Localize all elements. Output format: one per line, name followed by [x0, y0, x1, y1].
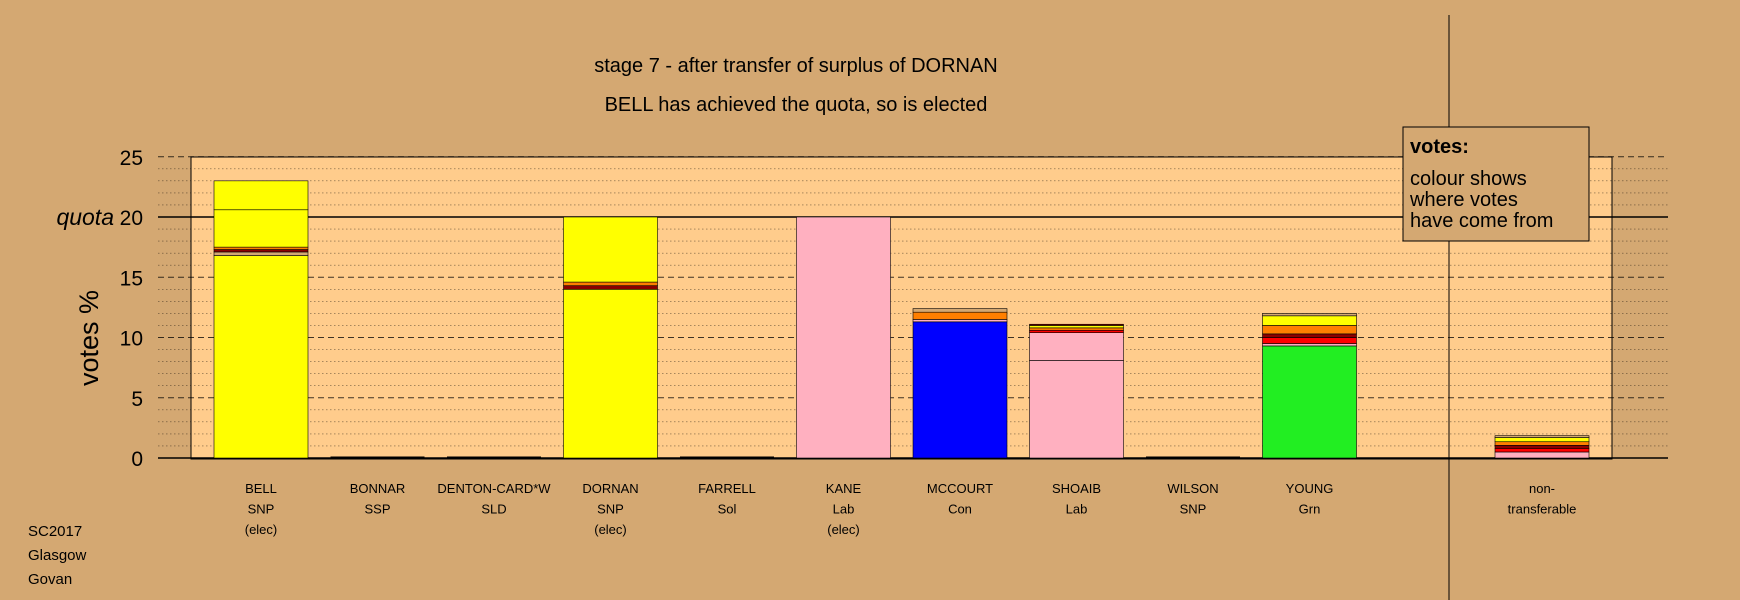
party-label: SSP [364, 502, 390, 517]
bar-segment [912, 308, 1008, 313]
bar-segment [1262, 337, 1357, 344]
plot-area [190, 156, 1613, 460]
bar-segment [912, 321, 1008, 459]
y-axis-label: votes % [74, 290, 104, 386]
bar-segment [912, 319, 1008, 323]
bar-segment [1262, 325, 1357, 335]
bar-segment [213, 246, 309, 250]
bar-segment [796, 216, 891, 459]
footer-line: SC2017 [28, 523, 82, 540]
nontransferable-label: non- [1529, 481, 1555, 496]
y-tick-label: 5 [131, 388, 143, 411]
bar-segment [1262, 313, 1357, 317]
candidate-name-label: YOUNG [1286, 481, 1334, 496]
candidate-name-label: DENTON-CARD*W [437, 481, 551, 496]
bar-segment [563, 281, 658, 286]
party-label: SNP [248, 502, 275, 517]
bar-segment [1029, 329, 1124, 333]
bar-segment [1262, 315, 1357, 326]
bar-segment [563, 285, 658, 290]
party-label: Lab [1066, 502, 1088, 517]
nontransferable-segment [1494, 437, 1590, 443]
party-label: SLD [481, 502, 506, 517]
bar-segment [1262, 345, 1357, 459]
bar-segment [563, 216, 658, 283]
candidate-name-label: WILSON [1167, 481, 1218, 496]
legend-box: votes: colour shows where votes have com… [1402, 126, 1590, 242]
party-label: Lab [833, 502, 855, 517]
bar-segment [912, 311, 1008, 320]
legend-line: colour shows [1410, 168, 1527, 190]
y-tick-label: 10 [120, 328, 143, 351]
bar-segment [213, 209, 309, 248]
bars [213, 180, 1590, 459]
nontransferable-segment [1494, 448, 1590, 453]
bar-segment [1029, 325, 1124, 329]
bar-segment [1029, 327, 1124, 331]
nontransferable-segment [1494, 451, 1590, 459]
candidate-name-label: MCCOURT [927, 481, 993, 496]
y-tick-label: 20 [120, 207, 143, 230]
footer-line: Govan [28, 571, 72, 588]
party-label: Sol [718, 502, 737, 517]
party-label: SNP [597, 502, 624, 517]
chart-title: stage 7 - after transfer of surplus of D… [594, 55, 998, 77]
x-axis-labels: BELL SNP (elec) BONNAR SSP DENTON-CARD*W SLD DO… [245, 481, 1577, 537]
candidate-name-label: DORNAN [582, 481, 638, 496]
candidate-name-label: BONNAR [350, 481, 406, 496]
party-label: Grn [1299, 502, 1321, 517]
bar-segment [563, 288, 658, 459]
bar-segment [213, 249, 309, 253]
bar-segment [1262, 343, 1357, 347]
legend-line: where votes [1409, 189, 1518, 211]
bar-segment [213, 251, 309, 256]
candidate-name-label: FARRELL [698, 481, 756, 496]
party-label: Con [948, 502, 972, 517]
elected-label: (elec) [245, 522, 278, 537]
nontransferable-segment [1494, 435, 1590, 438]
candidate-name-label: SHOAIB [1052, 481, 1101, 496]
nontransferable-segment [1494, 445, 1590, 449]
bar-segment [1029, 332, 1124, 361]
quota-label: quota [56, 204, 114, 230]
nontransferable-label: transferable [1508, 502, 1577, 517]
bar-segment [213, 180, 309, 211]
footer-line: Glasgow [28, 547, 87, 564]
y-tick-label: 15 [120, 267, 143, 290]
bar-segment [213, 255, 309, 459]
party-label: SNP [1180, 502, 1207, 517]
bar-segment [1029, 360, 1124, 459]
candidate-name-label: KANE [826, 481, 862, 496]
chart-subtitle: BELL has achieved the quota, so is elect… [605, 94, 988, 116]
elected-label: (elec) [827, 522, 860, 537]
candidate-name-label: BELL [245, 481, 277, 496]
y-tick-label: 0 [131, 448, 143, 471]
bar-segment [1029, 323, 1124, 326]
y-tick-label: 25 [120, 147, 143, 170]
legend-heading: votes: [1410, 136, 1469, 158]
y-axis: 0 5 10 15 20 25 [120, 147, 143, 471]
legend-line: have come from [1410, 210, 1553, 232]
nontransferable-segment [1494, 441, 1590, 446]
bar-segment [1262, 333, 1357, 338]
elected-label: (elec) [594, 522, 627, 537]
